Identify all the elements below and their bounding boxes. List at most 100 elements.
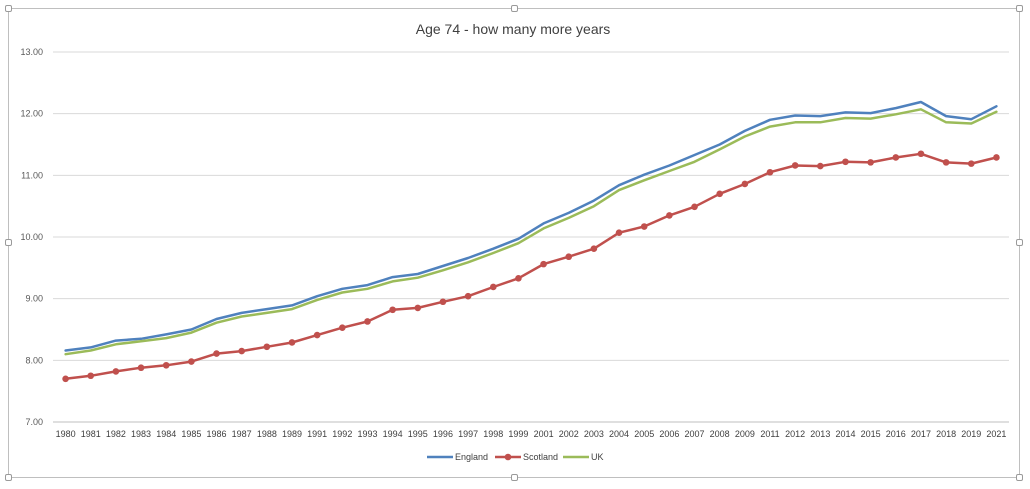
x-tick-label: 2006 (659, 429, 679, 439)
data-point-scotland (87, 372, 95, 380)
data-point-scotland (615, 229, 623, 236)
data-point-scotland (414, 304, 422, 312)
chart-area[interactable]: Age 74 - how many more years 7.00 8.00 9.0… (8, 8, 1020, 478)
data-point-scotland (162, 361, 170, 369)
series-scotland (62, 150, 1000, 383)
data-point-scotland (741, 180, 749, 188)
y-tick-label: 10.00 (20, 232, 43, 242)
legend-label: Scotland (523, 452, 558, 462)
data-point-scotland (137, 364, 145, 372)
data-point-scotland (967, 160, 975, 167)
resize-handle-bottom-left[interactable] (5, 474, 12, 481)
y-axis-tick-labels: 7.00 8.00 9.00 10.00 11.00 12.00 13.00 (20, 47, 43, 427)
resize-handle-middle-left[interactable] (5, 239, 12, 246)
x-tick-label: 2002 (559, 429, 579, 439)
x-tick-label: 2016 (886, 429, 906, 439)
y-tick-label: 11.00 (21, 170, 43, 180)
x-tick-label: 2003 (584, 429, 604, 439)
x-tick-label: 1982 (106, 429, 126, 439)
series-line-uk (64, 108, 998, 356)
x-tick-label: 2015 (861, 429, 881, 439)
resize-handle-top-center[interactable] (511, 5, 518, 12)
x-tick-label: 2007 (685, 429, 705, 439)
data-point-scotland (188, 358, 195, 365)
legend: England Scotland UK (427, 452, 604, 462)
series-england (64, 100, 998, 352)
data-point-scotland (263, 343, 271, 351)
y-tick-label: 9.00 (25, 294, 43, 304)
resize-handle-top-right[interactable] (1016, 5, 1023, 12)
y-tick-label: 7.00 (25, 417, 43, 427)
x-tick-label: 1998 (483, 429, 503, 439)
data-point-scotland (917, 150, 925, 158)
legend-label: UK (591, 452, 604, 462)
x-tick-label: 2011 (760, 429, 779, 439)
legend-item-uk: UK (563, 452, 604, 462)
y-tick-label: 8.00 (25, 355, 43, 365)
chart-title: Age 74 - how many more years (416, 21, 611, 37)
x-tick-label: 2014 (835, 429, 855, 439)
x-tick-label: 1988 (257, 429, 277, 439)
x-tick-label: 1987 (232, 429, 252, 439)
data-point-scotland (565, 253, 573, 261)
resize-handle-top-left[interactable] (5, 5, 12, 12)
data-point-scotland (640, 223, 648, 230)
data-point-scotland (666, 212, 673, 219)
x-tick-label: 1995 (408, 429, 428, 439)
data-point-scotland (515, 275, 522, 282)
x-tick-label: 2001 (534, 429, 554, 439)
data-point-scotland (867, 159, 874, 166)
data-point-scotland (892, 154, 900, 161)
x-tick-label: 1986 (207, 429, 227, 439)
data-point-scotland (590, 245, 598, 253)
y-tick-label: 12.00 (20, 109, 43, 119)
y-tick-label: 13.00 (20, 47, 43, 57)
data-point-scotland (213, 350, 220, 357)
x-tick-label: 1992 (332, 429, 352, 439)
legend-item-england: England (427, 452, 488, 462)
data-point-scotland (766, 168, 774, 176)
x-tick-label: 2005 (634, 429, 654, 439)
x-axis-tick-labels: 1980 1981 1982 1983 1984 1985 1986 1987 1988 1989… (56, 429, 1007, 439)
legend-marker (504, 453, 512, 461)
x-tick-label: 1993 (357, 429, 377, 439)
data-point-scotland (238, 347, 245, 355)
x-tick-label: 2008 (710, 429, 730, 439)
resize-handle-middle-right[interactable] (1016, 239, 1023, 246)
data-point-scotland (489, 283, 497, 291)
x-tick-label: 1994 (383, 429, 403, 439)
x-tick-label: 1989 (282, 429, 302, 439)
x-tick-label: 2012 (785, 429, 805, 439)
x-tick-label: 1997 (458, 429, 478, 439)
data-point-scotland (339, 324, 346, 331)
x-tick-label: 2017 (911, 429, 931, 439)
data-point-scotland (288, 339, 296, 346)
x-tick-label: 1981 (81, 429, 101, 439)
x-tick-label: 1991 (307, 429, 327, 439)
data-point-scotland (464, 292, 472, 300)
resize-handle-bottom-right[interactable] (1016, 474, 1023, 481)
resize-handle-bottom-center[interactable] (511, 474, 518, 481)
x-tick-label: 1980 (56, 429, 76, 439)
x-tick-label: 1999 (508, 429, 528, 439)
data-point-scotland (993, 154, 1000, 161)
data-point-scotland (791, 162, 799, 169)
x-tick-label: 1984 (156, 429, 176, 439)
series-line-england (64, 100, 998, 352)
line-chart: Age 74 - how many more years 7.00 8.00 9.0… (20, 21, 1009, 462)
x-tick-label: 2009 (735, 429, 755, 439)
x-tick-label: 1983 (131, 429, 151, 439)
gridlines (53, 51, 1009, 423)
data-point-scotland (540, 260, 547, 268)
legend-label: England (455, 452, 488, 462)
x-tick-label: 2019 (961, 429, 981, 439)
series-uk (64, 108, 998, 356)
data-point-scotland (364, 318, 371, 325)
x-tick-label: 2021 (986, 429, 1006, 439)
data-point-scotland (691, 203, 698, 211)
series-line-scotland (64, 152, 998, 381)
data-point-scotland (112, 368, 120, 375)
data-point-scotland (716, 190, 723, 198)
x-tick-label: 1996 (433, 429, 453, 439)
